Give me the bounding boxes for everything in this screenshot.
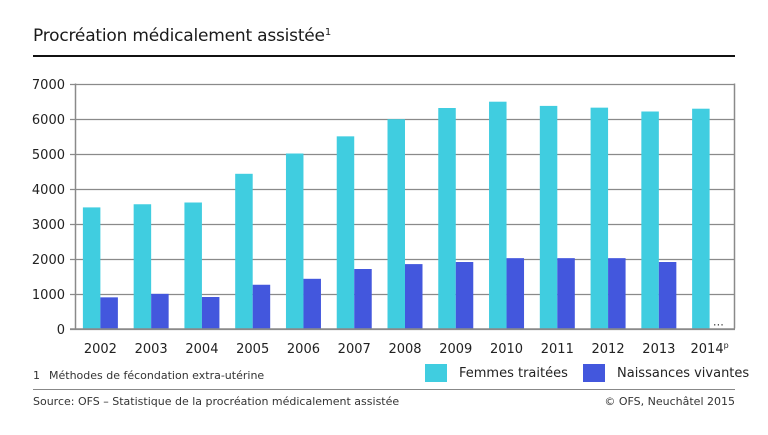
y-tick-label: 6000: [32, 113, 65, 128]
y-tick-label: 1000: [32, 288, 65, 303]
bar-naissances-vivantes: [354, 269, 372, 329]
bar-femmes-traitees: [82, 207, 101, 329]
x-axis-ticks: 2002 2003 2004 2005 2006 2007 2008 2009 2010 2011…: [84, 341, 729, 357]
x-tick-label: 2008: [388, 342, 421, 357]
y-axis-ticks: 0 1000 2000 3000 4000 5000 6000 7000: [32, 78, 65, 338]
x-tick-label: 2003: [135, 342, 168, 357]
title-footnote-marker: 1: [324, 27, 331, 38]
footnote-number: 1: [33, 369, 40, 382]
bar-femmes-traitees: [184, 202, 202, 329]
bar-femmes-traitees: [438, 108, 456, 329]
legend-label-naissances: Naissances vivantes: [617, 365, 750, 381]
bar-naissances-vivantes: [201, 297, 220, 329]
bar-femmes-traitees: [235, 173, 253, 329]
chart-title: Procréation médicalement assistée1: [33, 26, 331, 46]
bar-naissances-vivantes: [303, 278, 321, 329]
y-tick-label: 0: [57, 323, 65, 338]
bar-naissances-vivantes: [405, 264, 423, 329]
x-tick-label: 2007: [338, 342, 371, 357]
legend-label-femmes: Femmes traitées: [459, 365, 568, 381]
x-tick-label: 2011: [541, 342, 574, 357]
bar-femmes-traitees: [489, 101, 507, 329]
x-tick-label: 2013: [642, 342, 675, 357]
x-tick-label: 2004: [185, 342, 218, 357]
bar-femmes-traitees: [692, 108, 710, 329]
legend-item-naissances: Naissances vivantes: [583, 364, 749, 382]
bar-femmes-traitees: [641, 111, 659, 329]
legend-swatch-femmes: [425, 364, 447, 382]
y-tick-label: 2000: [32, 253, 65, 268]
x-tick-label: 2014p: [691, 341, 729, 357]
y-tick-label: 4000: [32, 183, 65, 198]
bars: …: [82, 101, 724, 329]
bar-naissances-vivantes: [608, 258, 626, 329]
bar-naissances-vivantes: [100, 297, 118, 329]
bar-naissances-vivantes: [455, 262, 474, 329]
bar-femmes-traitees: [336, 136, 355, 329]
source-note: Source: OFS – Statistique de la procréat…: [33, 395, 400, 408]
x-tick-label: 2012: [592, 342, 625, 357]
missing-value-marker: …: [713, 316, 724, 329]
axes: [70, 83, 736, 330]
x-tick-label: 2010: [490, 342, 523, 357]
footer-divider: [33, 389, 735, 390]
x-tick-label: 2006: [287, 342, 320, 357]
footnote: 1 Méthodes de fécondation extra-utérine: [33, 369, 264, 382]
bar-femmes-traitees: [133, 204, 152, 329]
legend-swatch-naissances: [583, 364, 605, 382]
bar-femmes-traitees: [285, 153, 304, 329]
y-tick-label: 7000: [32, 78, 65, 93]
x-tick-label: 2005: [236, 342, 269, 357]
bar-naissances-vivantes: [658, 262, 677, 329]
bar-femmes-traitees: [590, 107, 609, 329]
bar-femmes-traitees: [539, 105, 558, 329]
x-tick-label: 2009: [439, 342, 472, 357]
bar-naissances-vivantes: [252, 284, 271, 329]
copyright-note: © OFS, Neuchâtel 2015: [604, 395, 735, 408]
title-underline: [33, 55, 735, 57]
bar-naissances-vivantes: [557, 258, 575, 329]
footnote-text: Méthodes de fécondation extra-utérine: [49, 369, 265, 382]
bar-femmes-traitees: [387, 119, 405, 329]
bar-naissances-vivantes: [506, 258, 525, 329]
bar-naissances-vivantes: [151, 293, 169, 329]
x-tick-label: 2002: [84, 342, 117, 357]
chart-title-text: Procréation médicalement assistée: [33, 26, 325, 46]
y-tick-label: 3000: [32, 218, 65, 233]
legend-item-femmes: Femmes traitées: [425, 364, 568, 382]
y-tick-label: 5000: [32, 148, 65, 163]
